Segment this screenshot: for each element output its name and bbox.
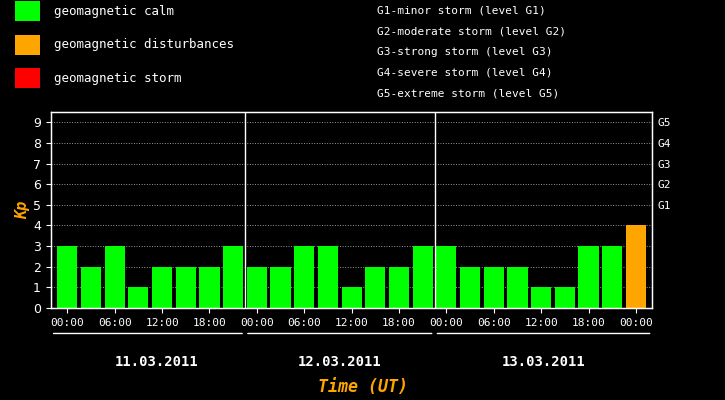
Text: 13.03.2011: 13.03.2011 <box>502 355 585 369</box>
Bar <box>341 287 362 308</box>
Bar <box>579 246 599 308</box>
Text: G4-severe storm (level G4): G4-severe storm (level G4) <box>377 68 552 78</box>
Bar <box>318 246 338 308</box>
Y-axis label: Kp: Kp <box>15 201 30 219</box>
Bar <box>507 267 528 308</box>
Bar <box>484 267 504 308</box>
Text: geomagnetic disturbances: geomagnetic disturbances <box>54 38 234 51</box>
Text: G1-minor storm (level G1): G1-minor storm (level G1) <box>377 6 546 16</box>
Bar <box>436 246 457 308</box>
Bar <box>365 267 386 308</box>
Bar <box>128 287 149 308</box>
Bar <box>14 68 40 88</box>
Bar <box>175 267 196 308</box>
Bar <box>152 267 172 308</box>
Text: G2-moderate storm (level G2): G2-moderate storm (level G2) <box>377 26 566 36</box>
Bar <box>270 267 291 308</box>
Bar <box>460 267 480 308</box>
Text: geomagnetic calm: geomagnetic calm <box>54 5 175 18</box>
Bar <box>247 267 267 308</box>
Bar <box>81 267 101 308</box>
Bar <box>199 267 220 308</box>
Bar <box>223 246 244 308</box>
Text: 12.03.2011: 12.03.2011 <box>298 355 381 369</box>
Text: geomagnetic storm: geomagnetic storm <box>54 72 182 85</box>
Bar <box>57 246 78 308</box>
Bar <box>14 35 40 55</box>
Bar <box>104 246 125 308</box>
Bar <box>555 287 575 308</box>
Bar <box>14 1 40 21</box>
Text: Time (UT): Time (UT) <box>318 378 407 396</box>
Text: G3-strong storm (level G3): G3-strong storm (level G3) <box>377 47 552 57</box>
Bar <box>294 246 315 308</box>
Bar <box>389 267 409 308</box>
Bar <box>531 287 551 308</box>
Text: G5-extreme storm (level G5): G5-extreme storm (level G5) <box>377 88 559 98</box>
Bar <box>602 246 622 308</box>
Bar <box>626 226 646 308</box>
Text: 11.03.2011: 11.03.2011 <box>115 355 198 369</box>
Bar <box>413 246 433 308</box>
